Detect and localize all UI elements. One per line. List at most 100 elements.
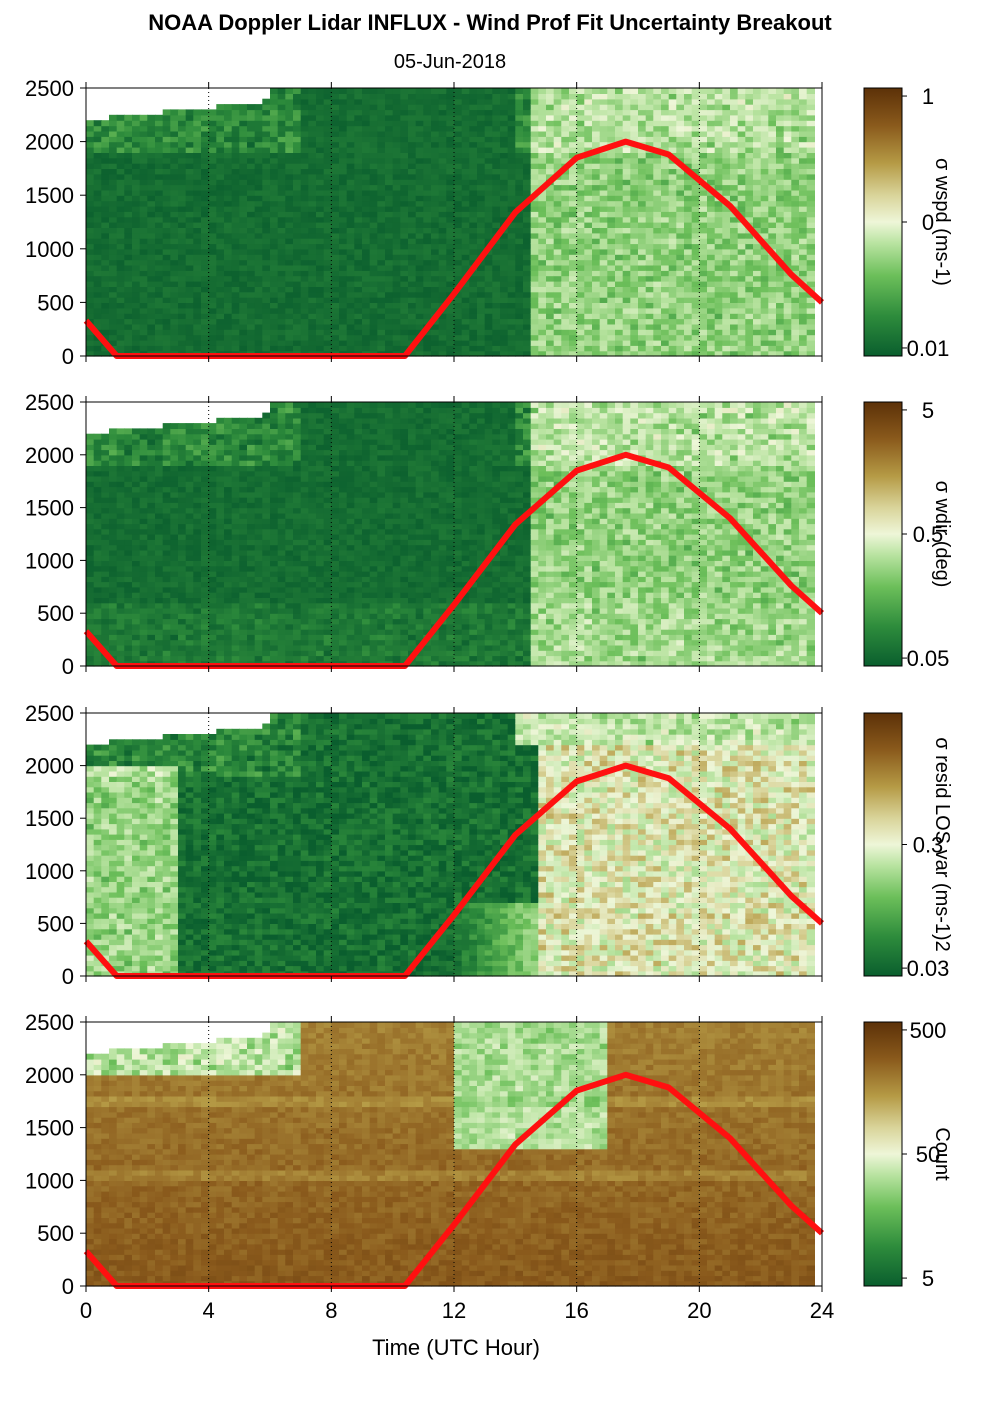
heatmap-cell: [484, 157, 493, 164]
heatmap-cell: [293, 211, 302, 218]
heatmap-cell: [622, 291, 631, 298]
heatmap-cell: [147, 254, 156, 261]
heatmap-cell: [484, 307, 493, 314]
heatmap-cell: [799, 130, 808, 137]
heatmap-cell: [561, 136, 570, 143]
heatmap-cell: [638, 238, 647, 245]
heatmap-cell: [377, 168, 386, 175]
heatmap-cell: [661, 227, 670, 234]
heatmap-cell: [300, 227, 309, 234]
heatmap-cell: [86, 650, 95, 657]
heatmap-cell: [676, 345, 685, 352]
heatmap-cell: [124, 486, 133, 493]
heatmap-cell: [438, 109, 447, 116]
heatmap-cell: [630, 104, 639, 111]
heatmap-cell: [699, 302, 708, 309]
heatmap-cell: [277, 141, 286, 148]
heatmap-cell: [569, 136, 578, 143]
heatmap-cell: [193, 345, 202, 352]
heatmap-cell: [768, 291, 777, 298]
heatmap-cell: [300, 93, 309, 100]
heatmap-cell: [93, 302, 102, 309]
heatmap-cell: [208, 141, 217, 148]
heatmap-cell: [285, 147, 294, 153]
heatmap-cell: [162, 243, 171, 250]
heatmap-cell: [783, 216, 792, 223]
heatmap-cell: [446, 109, 455, 116]
heatmap-cell: [676, 227, 685, 234]
heatmap-cell: [760, 339, 769, 346]
heatmap-cell: [216, 334, 225, 341]
heatmap-cell: [93, 152, 102, 159]
heatmap-cell: [116, 227, 125, 234]
heatmap-cell: [791, 163, 800, 169]
heatmap-cell: [753, 339, 762, 346]
heatmap-cell: [500, 205, 509, 212]
heatmap-cell: [132, 634, 141, 641]
heatmap-cell: [806, 259, 815, 266]
heatmap-cell: [423, 205, 432, 212]
heatmap-cell: [561, 297, 570, 303]
heatmap-cell: [362, 254, 371, 261]
heatmap-cell: [699, 141, 708, 148]
heatmap-cell: [561, 184, 570, 191]
heatmap-cell: [362, 125, 371, 132]
heatmap-cell: [109, 141, 118, 148]
heatmap-cell: [500, 329, 509, 336]
heatmap-cell: [791, 222, 800, 228]
heatmap-cell: [139, 114, 148, 121]
heatmap-cell: [377, 184, 386, 191]
heatmap-cell: [592, 227, 601, 234]
heatmap-cell: [438, 120, 447, 127]
heatmap-cell: [477, 114, 486, 121]
heatmap-cell: [178, 334, 187, 341]
heatmap-cell: [561, 130, 570, 137]
heatmap-cell: [699, 98, 708, 105]
heatmap-cell: [676, 270, 685, 277]
heatmap-cell: [254, 130, 263, 137]
heatmap-cell: [546, 168, 555, 175]
heatmap-cell: [316, 329, 325, 336]
heatmap-cell: [277, 168, 286, 175]
heatmap-cell: [622, 130, 631, 137]
heatmap-cell: [431, 291, 440, 298]
heatmap-cell: [745, 141, 754, 148]
heatmap-cell: [385, 109, 394, 116]
heatmap-cell: [400, 130, 409, 137]
heatmap-cell: [93, 200, 102, 207]
heatmap-cell: [753, 104, 762, 111]
heatmap-cell: [431, 98, 440, 105]
heatmap-cell: [584, 291, 593, 298]
heatmap-cell: [155, 259, 164, 266]
heatmap-cell: [270, 264, 279, 271]
heatmap-cell: [737, 302, 746, 309]
heatmap-cell: [323, 152, 332, 159]
heatmap-cell: [231, 297, 240, 303]
heatmap-cell: [676, 173, 685, 180]
heatmap-cell: [109, 216, 118, 223]
heatmap-cell: [615, 179, 624, 186]
heatmap-cell: [369, 232, 378, 239]
heatmap-cell: [454, 318, 463, 325]
heatmap-cell: [645, 259, 654, 266]
heatmap-cell: [768, 98, 777, 105]
heatmap-cell: [224, 286, 233, 293]
heatmap-cell: [247, 297, 256, 303]
heatmap-cell: [768, 211, 777, 218]
heatmap-cell: [101, 216, 110, 223]
heatmap-cell: [768, 222, 777, 228]
heatmap-cell: [101, 259, 110, 266]
heatmap-cell: [661, 286, 670, 293]
heatmap-cell: [438, 163, 447, 169]
heatmap-cell: [216, 222, 225, 228]
heatmap-cell: [645, 88, 654, 94]
heatmap-cell: [254, 125, 263, 132]
heatmap-cell: [806, 152, 815, 159]
heatmap-cell: [753, 130, 762, 137]
heatmap-cell: [691, 345, 700, 352]
heatmap-cell: [645, 104, 654, 111]
heatmap-cell: [346, 93, 355, 100]
heatmap-cell: [492, 98, 501, 105]
heatmap-cell: [178, 125, 187, 132]
